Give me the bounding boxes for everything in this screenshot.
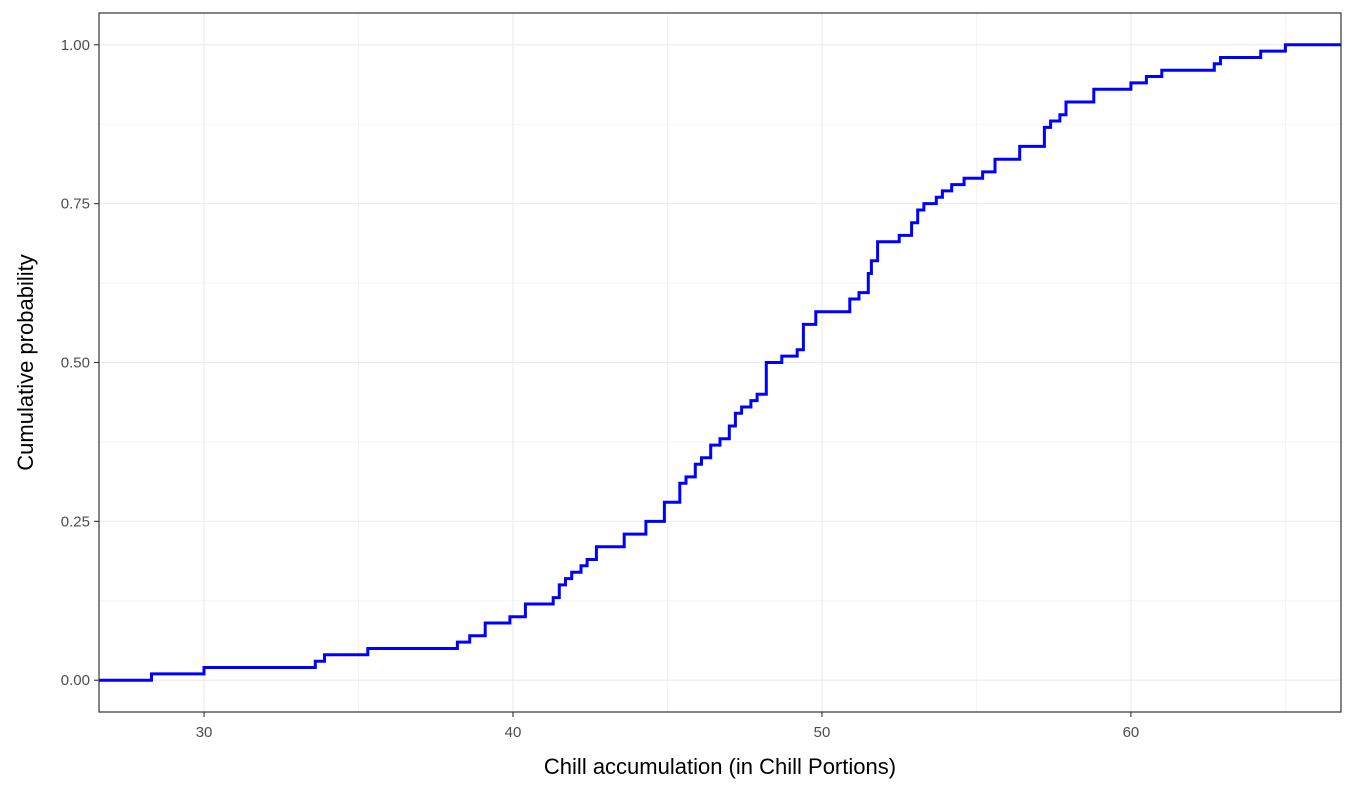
- series-layer: [99, 43, 1341, 682]
- x-tick-label: 30: [196, 724, 213, 741]
- x-tick-label: 50: [814, 724, 831, 741]
- axes-layer: 30 40 50 60 0.00 0.25 0.50 0.75 1.00: [61, 37, 1139, 741]
- ecdf-step-line: [99, 43, 1341, 682]
- y-tick-label: 0.50: [61, 355, 90, 372]
- y-tick-label: 0.25: [61, 513, 90, 530]
- y-axis-title: Cumulative probability: [13, 254, 38, 470]
- grid-lines: [99, 13, 1341, 712]
- x-tick-label: 40: [505, 724, 522, 741]
- y-tick-label: 0.00: [61, 672, 90, 689]
- x-tick-label: 60: [1123, 724, 1140, 741]
- x-axis-title: Chill accumulation (in Chill Portions): [544, 754, 896, 779]
- y-tick-label: 1.00: [61, 37, 90, 54]
- y-tick-label: 0.75: [61, 196, 90, 213]
